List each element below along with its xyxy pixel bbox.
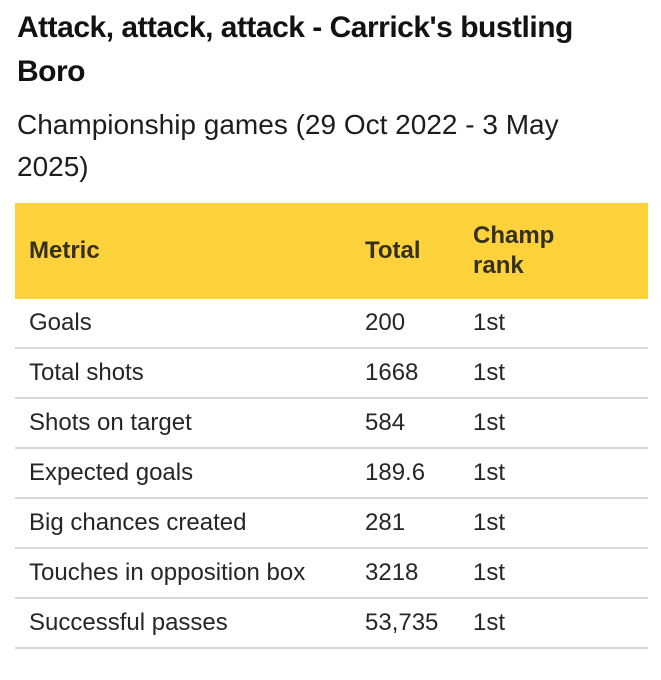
column-header-champ-rank-label: Champ rank bbox=[473, 222, 555, 279]
rank-cell: 1st bbox=[473, 398, 648, 449]
rank-cell: 1st bbox=[473, 548, 648, 599]
rank-cell: 1st bbox=[473, 299, 648, 349]
page-title: Attack, attack, attack - Carrick's bustl… bbox=[17, 11, 573, 88]
metric-cell: Big chances created bbox=[15, 498, 365, 549]
metric-label: Expected goals bbox=[29, 459, 194, 486]
column-header-metric-label: Metric bbox=[29, 237, 100, 264]
table-row: Big chances created 281 1st bbox=[15, 498, 648, 549]
total-cell: 189.6 bbox=[365, 448, 473, 499]
column-header-metric: Metric bbox=[15, 203, 365, 299]
table-row: Total shots 1668 1st bbox=[15, 348, 648, 399]
metric-label: Shots on target bbox=[29, 409, 192, 436]
column-header-champ-rank: Champ rank bbox=[473, 203, 648, 299]
header-row: Metric Total Champ rank bbox=[15, 203, 648, 299]
total-cell: 1668 bbox=[365, 348, 473, 399]
total-cell: 53,735 bbox=[365, 598, 473, 649]
page-subtitle: Championship games (29 Oct 2022 - 3 May … bbox=[17, 109, 559, 182]
stats-table-header: Metric Total Champ rank bbox=[15, 203, 648, 299]
rank-cell: 1st bbox=[473, 498, 648, 549]
metric-label: Successful passes bbox=[29, 609, 228, 636]
table-row: Touches in opposition box 3218 1st bbox=[15, 548, 648, 599]
rank-cell: 1st bbox=[473, 448, 648, 499]
total-cell: 281 bbox=[365, 498, 473, 549]
rank-cell: 1st bbox=[473, 348, 648, 399]
metric-label: Goals bbox=[29, 309, 92, 336]
metric-label: Total shots bbox=[29, 359, 144, 386]
metric-label: Big chances created bbox=[29, 509, 247, 536]
table-row: Goals 200 1st bbox=[15, 299, 648, 349]
metric-cell: Total shots bbox=[15, 348, 365, 399]
total-cell: 3218 bbox=[365, 548, 473, 599]
metric-cell: Touches in opposition box bbox=[15, 548, 365, 599]
rank-cell: 1st bbox=[473, 598, 648, 649]
metric-cell: Expected goals bbox=[15, 448, 365, 499]
metric-cell: Shots on target bbox=[15, 398, 365, 449]
table-row: Shots on target 584 1st bbox=[15, 398, 648, 449]
stats-table-body: Goals 200 1st Total shots 1668 1st Shots on ta… bbox=[15, 299, 648, 649]
total-cell: 584 bbox=[365, 398, 473, 449]
metric-cell: Successful passes bbox=[15, 598, 365, 649]
metric-label: Touches in opposition box bbox=[29, 559, 306, 586]
table-row: Successful passes 53,735 1st bbox=[15, 598, 648, 649]
table-row: Expected goals 189.6 1st bbox=[15, 448, 648, 499]
total-cell: 200 bbox=[365, 299, 473, 349]
column-header-total-label: Total bbox=[365, 237, 421, 264]
column-header-total: Total bbox=[365, 203, 473, 299]
stats-table: Metric Total Champ rank Goals 200 1st Total… bbox=[15, 203, 648, 649]
metric-cell: Goals bbox=[15, 299, 365, 349]
